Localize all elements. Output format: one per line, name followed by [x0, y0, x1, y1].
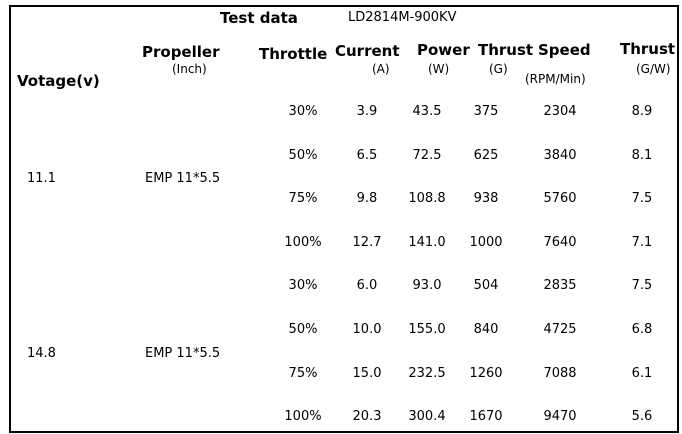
efficiency: 6.8	[631, 322, 653, 337]
efficiency: 5.6	[631, 409, 653, 425]
power: 93.0	[412, 278, 442, 294]
propeller: EMP 11*5.5	[145, 345, 221, 361]
efficiency: 8.9	[631, 104, 653, 119]
efficiency: 6.1	[631, 365, 653, 381]
column-unit: (RPM/Min)	[525, 72, 586, 86]
thrust: 1670	[469, 409, 503, 425]
thrust: 1000	[469, 234, 503, 250]
power: 232.5	[408, 365, 446, 381]
speed: 5760	[543, 191, 577, 207]
column-header: Thrust	[620, 40, 676, 58]
speed: 7088	[543, 365, 577, 381]
throttle: 50%	[288, 322, 318, 337]
current: 12.7	[352, 234, 382, 250]
thrust: 1260	[469, 365, 503, 381]
column-header: Thrust	[478, 41, 534, 59]
current: 6.5	[356, 147, 378, 163]
column-header: Power	[417, 41, 470, 59]
throttle: 50%	[288, 147, 318, 163]
title: Test data	[220, 9, 298, 27]
current: 9.8	[356, 191, 378, 207]
efficiency: 7.5	[631, 278, 653, 294]
power: 141.0	[408, 234, 446, 250]
throttle: 75%	[288, 365, 318, 381]
column-unit: (W)	[428, 62, 450, 76]
column-unit: (G/W)	[636, 62, 671, 76]
voltage: 14.8	[27, 345, 56, 361]
throttle: 30%	[288, 104, 318, 119]
throttle: 100%	[284, 409, 322, 425]
power: 108.8	[408, 191, 446, 207]
column-header: Propeller	[142, 43, 220, 61]
power: 300.4	[408, 409, 446, 425]
throttle: 75%	[288, 191, 318, 207]
efficiency: 7.5	[631, 191, 653, 207]
column-header: Current	[335, 42, 400, 60]
speed: 7640	[543, 234, 577, 250]
current: 20.3	[352, 409, 382, 425]
power: 155.0	[408, 322, 446, 337]
thrust: 625	[473, 147, 499, 163]
voltage: 11.1	[27, 171, 56, 187]
propeller: EMP 11*5.5	[145, 171, 221, 187]
column-header: Throttle	[259, 45, 328, 63]
column-unit: (Inch)	[172, 62, 207, 76]
current: 3.9	[356, 104, 378, 119]
throttle: 30%	[288, 278, 318, 294]
speed: 2835	[543, 278, 577, 294]
current: 15.0	[352, 365, 382, 381]
speed: 4725	[543, 322, 577, 337]
table-frame	[9, 5, 679, 433]
power: 72.5	[412, 147, 442, 163]
current: 10.0	[352, 322, 382, 337]
speed: 9470	[543, 409, 577, 425]
column-unit: (G)	[489, 62, 508, 76]
column-header: Votage(v)	[17, 72, 100, 90]
efficiency: 7.1	[631, 234, 653, 250]
thrust: 938	[473, 191, 499, 207]
model: LD2814M-900KV	[348, 10, 457, 25]
thrust: 504	[473, 278, 499, 294]
throttle: 100%	[284, 234, 322, 250]
current: 6.0	[356, 278, 378, 294]
column-header: Speed	[538, 41, 591, 59]
efficiency: 8.1	[631, 147, 653, 163]
thrust: 840	[473, 322, 499, 337]
thrust: 375	[473, 104, 499, 119]
speed: 2304	[543, 104, 577, 119]
power: 43.5	[412, 104, 442, 119]
speed: 3840	[543, 147, 577, 163]
column-unit: (A)	[372, 62, 390, 76]
